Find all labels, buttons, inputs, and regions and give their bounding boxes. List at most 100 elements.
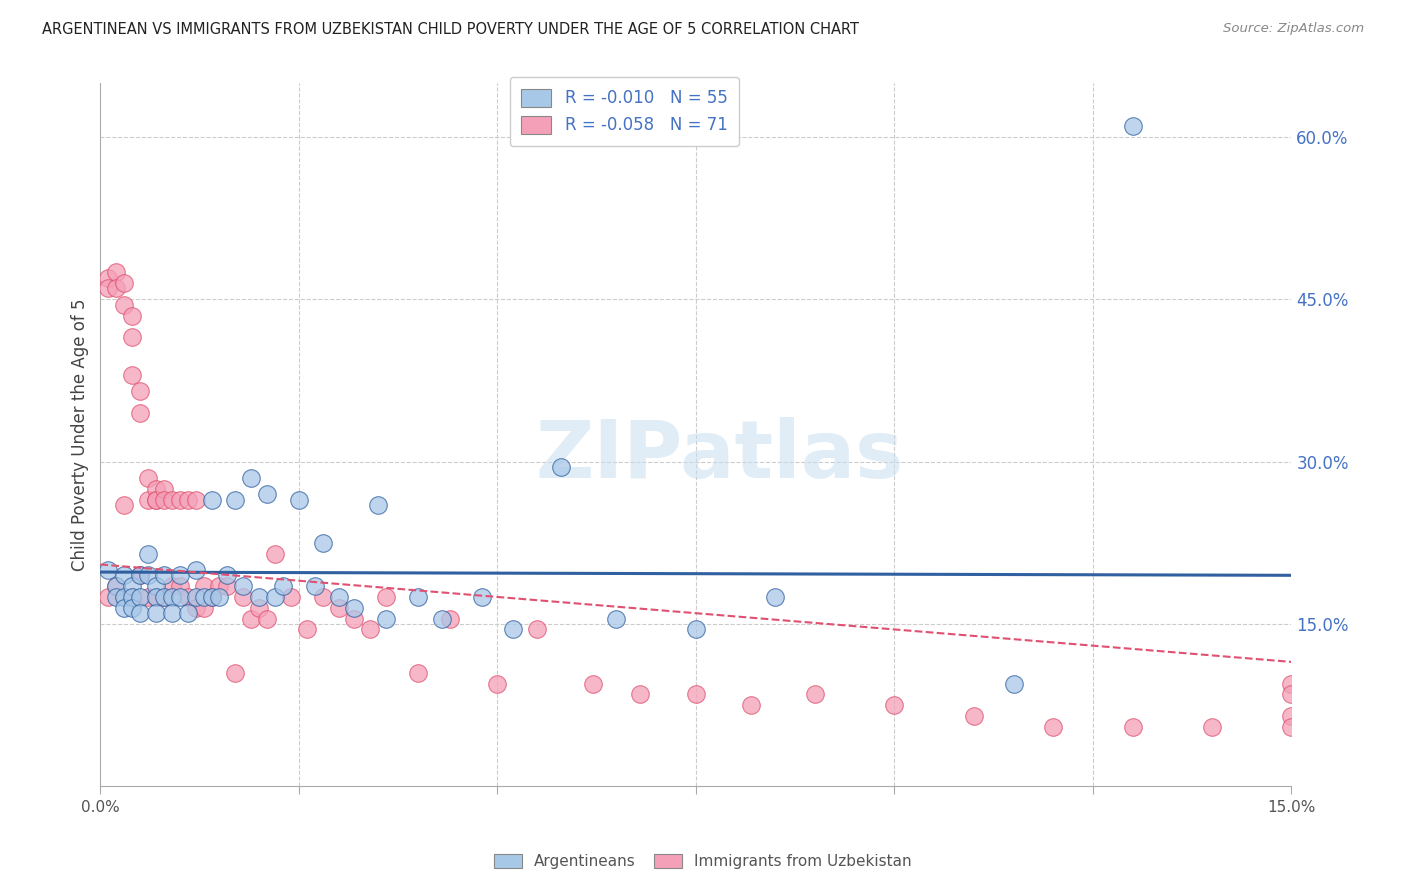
Point [176, 590, 198, 604]
Point [112, 590, 135, 604]
Point [176, 606, 198, 620]
Point [169, 590, 191, 604]
Point [129, 590, 152, 604]
Point [145, 579, 167, 593]
Point [184, 600, 207, 615]
Point [153, 590, 176, 604]
Point [97, 590, 120, 604]
Point [112, 600, 135, 615]
Point [247, 600, 270, 615]
Point [153, 482, 176, 496]
Point [193, 600, 215, 615]
Point [359, 623, 381, 637]
Point [160, 492, 183, 507]
Point [1281, 676, 1303, 690]
Point [136, 547, 159, 561]
Point [1281, 687, 1303, 701]
Point [1002, 676, 1025, 690]
Point [160, 579, 183, 593]
Point [112, 590, 135, 604]
Point [200, 492, 222, 507]
Point [169, 579, 191, 593]
Point [129, 568, 152, 582]
Point [470, 590, 492, 604]
Legend: R = -0.010   N = 55, R = -0.058   N = 71: R = -0.010 N = 55, R = -0.058 N = 71 [509, 77, 740, 146]
Point [264, 590, 287, 604]
Point [145, 482, 167, 496]
Point [232, 590, 254, 604]
Point [184, 563, 207, 577]
Point [129, 606, 152, 620]
Point [430, 612, 453, 626]
Point [375, 590, 398, 604]
Point [200, 590, 222, 604]
Point [121, 368, 143, 382]
Point [328, 590, 350, 604]
Point [153, 590, 176, 604]
Point [112, 568, 135, 582]
Point [121, 309, 143, 323]
Point [963, 709, 986, 723]
Point [112, 276, 135, 290]
Point [685, 623, 707, 637]
Legend: Argentineans, Immigrants from Uzbekistan: Argentineans, Immigrants from Uzbekistan [488, 847, 918, 875]
Point [526, 623, 548, 637]
Point [1042, 720, 1064, 734]
Point [208, 579, 231, 593]
Text: Source: ZipAtlas.com: Source: ZipAtlas.com [1223, 22, 1364, 36]
Point [105, 579, 128, 593]
Point [486, 676, 509, 690]
Point [176, 492, 198, 507]
Point [883, 698, 905, 713]
Y-axis label: Child Poverty Under the Age of 5: Child Poverty Under the Age of 5 [72, 298, 89, 571]
Point [367, 498, 389, 512]
Point [121, 330, 143, 344]
Point [136, 471, 159, 485]
Point [256, 487, 278, 501]
Point [136, 492, 159, 507]
Point [169, 568, 191, 582]
Point [97, 281, 120, 295]
Point [217, 579, 239, 593]
Point [97, 270, 120, 285]
Point [105, 281, 128, 295]
Point [184, 492, 207, 507]
Point [605, 612, 627, 626]
Point [112, 298, 135, 312]
Point [1281, 720, 1303, 734]
Point [240, 471, 263, 485]
Point [145, 590, 167, 604]
Point [121, 600, 143, 615]
Point [136, 590, 159, 604]
Point [264, 547, 287, 561]
Point [295, 623, 318, 637]
Point [247, 590, 270, 604]
Point [121, 590, 143, 604]
Point [343, 600, 366, 615]
Point [145, 606, 167, 620]
Point [105, 579, 128, 593]
Point [628, 687, 651, 701]
Point [439, 612, 461, 626]
Point [145, 590, 167, 604]
Text: ZIPatlas: ZIPatlas [536, 417, 904, 495]
Point [129, 384, 152, 399]
Point [153, 568, 176, 582]
Point [208, 590, 231, 604]
Point [343, 612, 366, 626]
Point [288, 492, 311, 507]
Point [685, 687, 707, 701]
Point [121, 590, 143, 604]
Point [328, 600, 350, 615]
Point [193, 579, 215, 593]
Point [1281, 709, 1303, 723]
Point [121, 579, 143, 593]
Point [145, 492, 167, 507]
Point [193, 590, 215, 604]
Point [740, 698, 762, 713]
Point [105, 590, 128, 604]
Point [271, 579, 294, 593]
Point [304, 579, 326, 593]
Point [153, 492, 176, 507]
Point [169, 492, 191, 507]
